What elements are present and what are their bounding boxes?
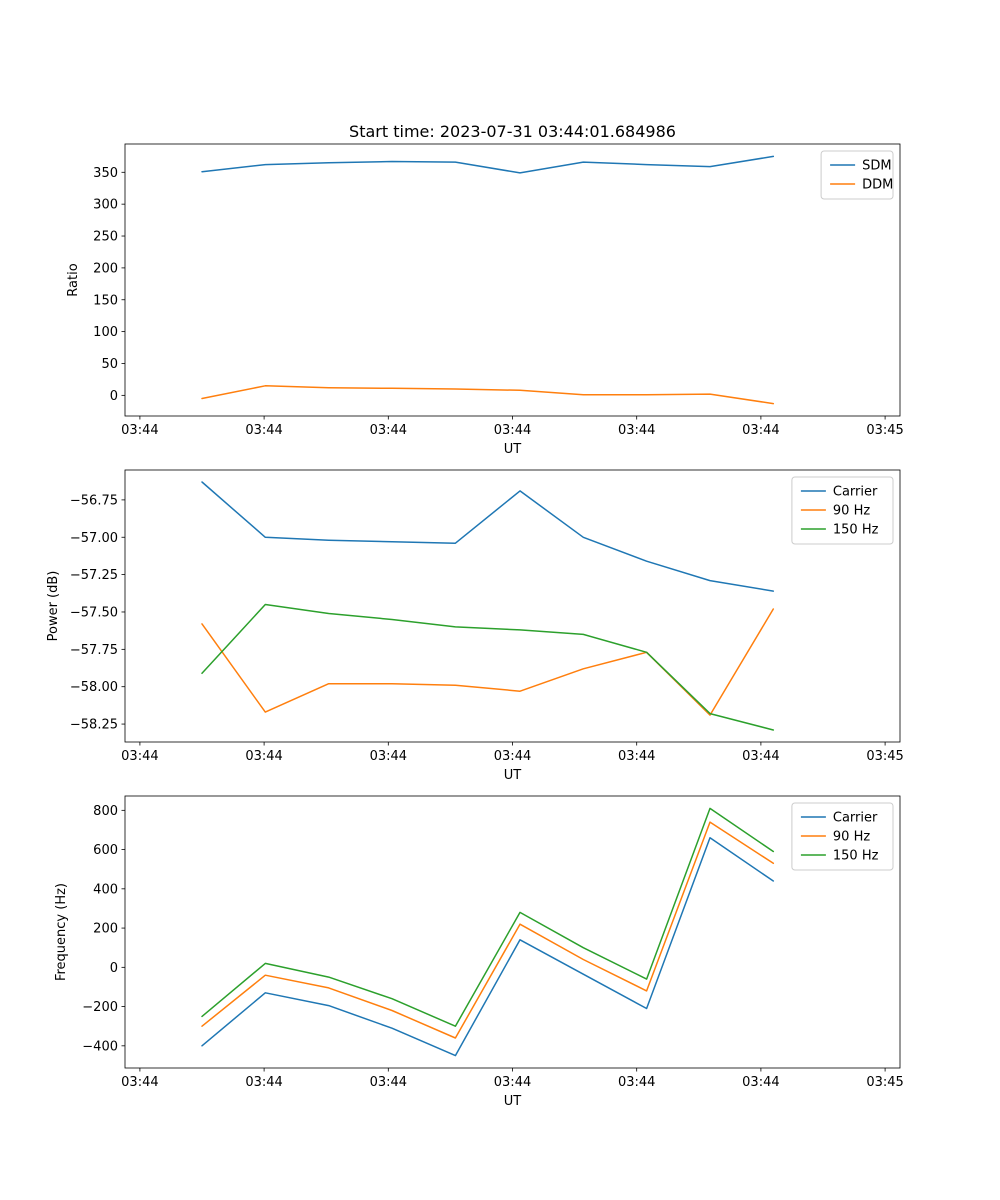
x-tick-label: 03:44 [494, 749, 531, 764]
x-tick-label: 03:44 [245, 423, 282, 438]
y-tick-label: −57.50 [70, 605, 118, 620]
x-tick-label: 03:44 [121, 423, 158, 438]
y-tick-label: 200 [93, 261, 118, 276]
series-line-carrier [201, 837, 775, 1057]
y-axis-label: Power (dB) [46, 571, 61, 642]
chart-frequency: 03:44 03:44 03:44 03:44 03:44 03:44 03:45 −400 −… [54, 795, 904, 1109]
x-tick-label: 03:45 [866, 1075, 903, 1090]
y-tick-label: 250 [93, 230, 118, 245]
legend: Carrier 90 Hz 150 Hz [791, 476, 894, 545]
x-axis-label: UT [504, 442, 522, 457]
y-tick-label: −58.25 [70, 718, 118, 733]
legend: Carrier 90 Hz 150 Hz [791, 802, 894, 871]
legend-label: 90 Hz [833, 830, 870, 845]
y-tick-label: 600 [93, 843, 118, 858]
legend-label: 150 Hz [833, 523, 879, 538]
y-tick-label: −56.75 [70, 493, 118, 508]
chart-ratio: 03:44 03:44 03:44 03:44 03:44 03:44 03:45 0 50 10… [66, 143, 904, 457]
y-tick-label: 150 [93, 293, 118, 308]
legend-label: DDM [862, 178, 893, 193]
x-tick-label: 03:44 [121, 749, 158, 764]
series-line-90-hz [201, 821, 775, 1039]
legend-box [791, 476, 894, 545]
x-tick-label: 03:44 [370, 1075, 407, 1090]
x-tick-label: 03:44 [245, 749, 282, 764]
y-tick-label: 350 [93, 166, 118, 181]
x-tick-label: 03:44 [245, 1075, 282, 1090]
legend-box [820, 150, 894, 200]
series-line-150-hz [201, 807, 775, 1027]
y-tick-label: 800 [93, 804, 118, 819]
y-tick-label: 0 [110, 389, 118, 404]
y-tick-label: 400 [93, 882, 118, 897]
y-tick-label: −57.25 [70, 568, 118, 583]
x-tick-label: 03:44 [742, 749, 779, 764]
y-tick-label: −200 [82, 1000, 118, 1015]
x-tick-label: 03:45 [866, 423, 903, 438]
x-tick-label: 03:44 [370, 423, 407, 438]
x-tick-label: 03:44 [618, 423, 655, 438]
y-tick-label: −57.00 [70, 531, 118, 546]
figure-title: Start time: 2023-07-31 03:44:01.684986 [349, 122, 676, 141]
x-tick-label: 03:45 [866, 749, 903, 764]
x-tick-label: 03:44 [370, 749, 407, 764]
x-tick-label: 03:44 [618, 749, 655, 764]
legend-box [791, 802, 894, 871]
legend-label: SDM [862, 159, 891, 174]
y-tick-label: 300 [93, 198, 118, 213]
x-tick-label: 03:44 [494, 1075, 531, 1090]
x-tick-label: 03:44 [742, 1075, 779, 1090]
series-line-90-hz [201, 608, 775, 716]
y-tick-label: −58.00 [70, 680, 118, 695]
series-line-sdm [201, 155, 775, 174]
x-tick-label: 03:44 [618, 1075, 655, 1090]
y-tick-label: −400 [82, 1039, 118, 1054]
y-tick-label: 50 [101, 357, 118, 372]
y-axis-label: Ratio [66, 263, 81, 296]
y-tick-label: −57.75 [70, 643, 118, 658]
x-tick-label: 03:44 [494, 423, 531, 438]
legend-label: Carrier [833, 485, 878, 500]
y-tick-label: 0 [110, 961, 118, 976]
legend-label: 150 Hz [833, 849, 879, 864]
legend-label: 90 Hz [833, 504, 870, 519]
series-line-150-hz [201, 603, 775, 731]
y-tick-label: 200 [93, 922, 118, 937]
axes-frame [124, 469, 901, 743]
x-tick-label: 03:44 [742, 423, 779, 438]
chart-power: 03:44 03:44 03:44 03:44 03:44 03:44 03:45 −56.7… [46, 469, 904, 783]
y-axis-label: Frequency (Hz) [54, 883, 69, 981]
legend-label: Carrier [833, 811, 878, 826]
legend: SDM DDM [820, 150, 894, 200]
y-tick-label: 100 [93, 325, 118, 340]
axes-frame [124, 143, 901, 417]
x-axis-label: UT [504, 768, 522, 783]
series-line-carrier [201, 481, 775, 592]
axes-frame [124, 795, 901, 1069]
x-tick-label: 03:44 [121, 1075, 158, 1090]
x-axis-label: UT [504, 1094, 522, 1109]
series-line-ddm [201, 385, 775, 405]
